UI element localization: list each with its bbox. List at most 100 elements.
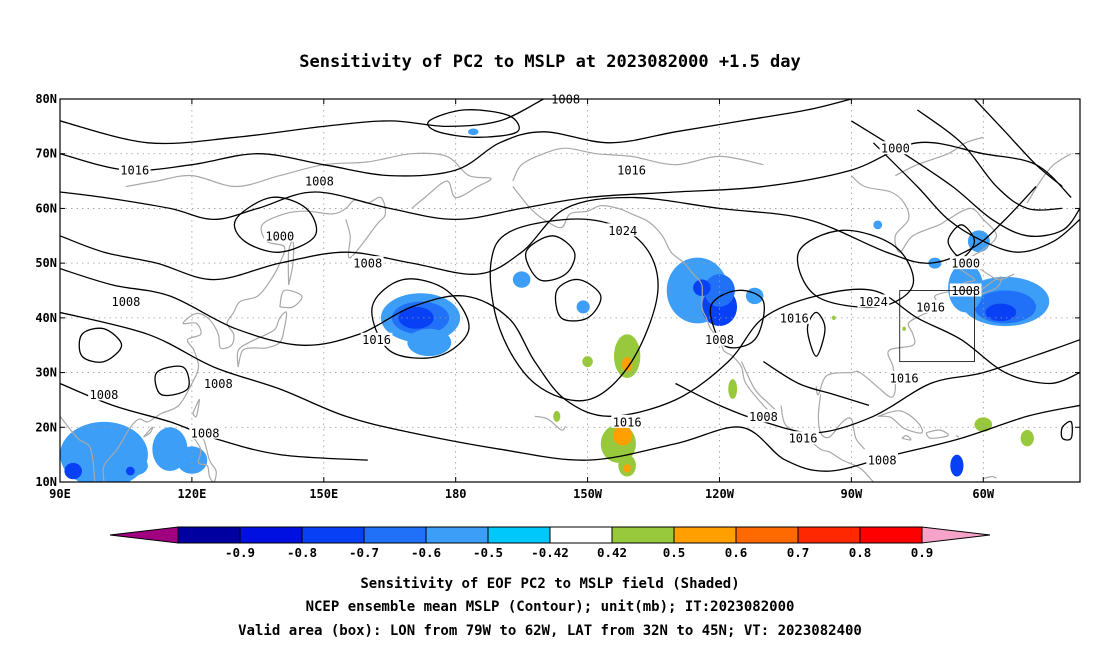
colorbar-swatch: [425, 526, 489, 544]
contour-label: 1008: [749, 410, 778, 424]
coastline-segment: [901, 434, 912, 441]
contour-label-bg: [611, 414, 643, 428]
longitude-axis: 90E 120E 150E 180 150W 120W 90W 60W: [49, 99, 995, 501]
isobar: [60, 267, 1080, 417]
isobar: [806, 311, 826, 357]
lon-tick-label: 120E: [177, 487, 206, 501]
isobar: [60, 141, 1072, 221]
map-panel: 1016 1008 1000 1008 1008 1016 1008 1008 1008 1008…: [35, 92, 1081, 501]
colorbar-swatch: [487, 526, 551, 544]
sensitivity-patch: [873, 220, 883, 230]
coastline-segment: [279, 289, 303, 309]
colorbar-label: -0.7: [349, 545, 379, 560]
coastline-segment: [287, 240, 295, 286]
contour-label: 1016: [890, 372, 919, 386]
sensitivity-patch: [64, 462, 82, 480]
sensitivity-patch: [613, 425, 633, 446]
isobar: [154, 365, 190, 397]
contour-label-bg: [189, 425, 221, 439]
contour-label: 1008: [111, 295, 140, 309]
coastline-segment: [974, 276, 1003, 297]
colorbar-min-arrow: [109, 526, 179, 544]
sensitivity-patch: [985, 303, 1017, 322]
colorbar-swatch: [239, 526, 303, 544]
isobar: [796, 229, 915, 308]
contour-label: 1024: [608, 224, 637, 238]
contour-label-bg: [703, 332, 736, 346]
coastline-segment: [877, 410, 924, 434]
colorbar-label: 0.8: [849, 545, 872, 560]
contour-label-bg: [888, 371, 920, 385]
sensitivity-patch: [623, 463, 631, 473]
caption-line-3: Valid area (box): LON from 79W to 62W, L…: [238, 623, 862, 639]
lat-tick-label: 30N: [35, 366, 57, 380]
isobar: [525, 235, 576, 282]
colorbar: -0.9 -0.8 -0.7 -0.6 -0.5 -0.42 0.42 0.5 0.6 0.7 0.…: [109, 526, 991, 560]
lat-tick-label: 40N: [35, 311, 57, 325]
sensitivity-patch: [407, 328, 452, 357]
contour-label: 1016: [362, 333, 391, 347]
contour-label-bg: [949, 283, 982, 297]
coastline-segment: [740, 361, 778, 412]
colorbar-swatch: [301, 526, 365, 544]
contour-label: 1008: [305, 175, 334, 189]
sensitivity-patch: [553, 410, 561, 422]
colorbar-swatch: [797, 526, 861, 544]
lon-tick-label: 60W: [972, 487, 994, 501]
lat-tick-label: 80N: [35, 92, 57, 106]
sensitivity-patch: [176, 446, 208, 474]
isobar: [233, 196, 318, 253]
isobar: [60, 311, 1080, 472]
sensitivity-patch: [902, 326, 906, 331]
isobar: [763, 361, 870, 407]
contour-label-bg: [351, 256, 384, 270]
isobar: [554, 278, 602, 322]
contour-label: 1008: [868, 454, 897, 468]
contour-label-bg: [879, 141, 912, 155]
sensitivity-patch: [728, 379, 738, 399]
contour-label: 1008: [705, 333, 734, 347]
colorbar-swatch: [549, 526, 613, 544]
sensitivity-patch: [468, 128, 479, 136]
colorbar-max-arrow: [921, 526, 991, 544]
contour-label: 1024: [859, 295, 888, 309]
coastline-segment: [983, 475, 997, 480]
coastline-segment: [236, 311, 288, 368]
colorbar-label: -0.6: [411, 545, 441, 560]
isobar: [60, 99, 544, 145]
lat-tick-label: 60N: [35, 201, 57, 215]
contour-label: 1000: [881, 142, 910, 156]
sensitivity-patch: [512, 271, 531, 288]
contour-label: 1000: [951, 257, 980, 271]
isobar: [872, 142, 1080, 253]
lat-tick-label: 70N: [35, 147, 57, 161]
contour-label-bg: [606, 223, 639, 237]
isobar: [851, 120, 1080, 237]
contour-label-bg: [615, 163, 648, 177]
isobar: [60, 186, 1037, 281]
colorbar-label: 0.7: [787, 545, 810, 560]
colorbar-label: 0.9: [911, 545, 934, 560]
colorbar-label: -0.42: [531, 545, 569, 560]
contour-label: 1016: [916, 300, 945, 314]
coastline-segment: [780, 405, 874, 482]
lon-tick-label: 150W: [573, 487, 603, 501]
lon-tick-label: 180: [445, 487, 467, 501]
lat-lon-grid: [60, 99, 1080, 482]
contour-label-bg: [118, 163, 151, 177]
coastline-segment: [125, 152, 492, 209]
colorbar-swatch: [735, 526, 799, 544]
valid-area-box: [899, 290, 975, 363]
contour-label-bg: [88, 387, 120, 401]
contour-label-bg: [202, 376, 235, 390]
isobar: [675, 339, 1080, 434]
contour-label: 1000: [265, 229, 294, 243]
coastline-segment: [817, 394, 866, 450]
colorbar-label: 0.6: [725, 545, 748, 560]
contour-label-bg: [360, 332, 393, 346]
contour-label-bg: [747, 409, 780, 423]
contour-label-bg: [866, 453, 898, 467]
contour-label: 1016: [613, 415, 642, 429]
contour-label-bg: [914, 299, 947, 313]
